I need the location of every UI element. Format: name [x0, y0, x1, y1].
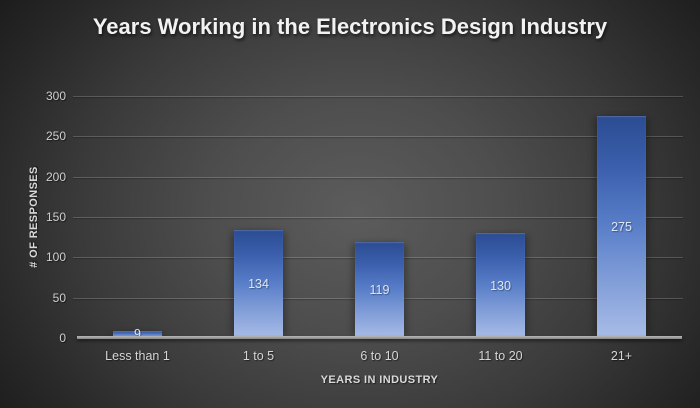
y-tick-label-100: 100 [45, 250, 66, 265]
bar-0: 9 [113, 327, 162, 341]
y-tick-label-300: 300 [45, 89, 66, 103]
bar-value-label-2: 119 [369, 283, 390, 297]
bar-2: 119 [355, 242, 404, 338]
bar-value-label-1: 134 [248, 276, 269, 291]
bar-slot-2: 119 [319, 96, 440, 338]
bar-value-label-0: 9 [134, 327, 141, 342]
chart-title: Years Working in the Electronics Design … [92, 14, 608, 39]
x-axis-labels: Less than 1 1 to 5 6 to 10 11 to 20 21+ [77, 348, 682, 364]
category-label-2: 6 to 10 [360, 349, 399, 363]
plot-area: 9 134 119 130 275 [73, 96, 683, 341]
bar-value-label-4: 275 [611, 220, 632, 235]
category-label-3: 11 to 20 [478, 349, 523, 363]
y-tick-label-200: 200 [45, 169, 66, 184]
bar-slot-3: 130 [440, 96, 561, 338]
x-axis-title: YEARS IN INDUSTRY [320, 374, 439, 386]
bar-slot-1: 134 [198, 96, 319, 338]
y-tick-label-50: 50 [52, 290, 66, 305]
category-label-0: Less than 1 [105, 349, 170, 363]
y-tick-label-250: 250 [45, 129, 66, 144]
bar-3: 130 [476, 233, 525, 338]
category-label-4: 21+ [610, 349, 633, 363]
bar-1: 134 [234, 229, 283, 338]
gridline-250 [73, 136, 683, 138]
bar-slot-4: 275 [561, 96, 682, 338]
gridline-150 [73, 217, 683, 218]
gridline-300 [73, 96, 683, 97]
bar-value-label-3: 130 [490, 278, 511, 293]
bar-slot-0: 9 [77, 96, 198, 341]
y-axis-ticks: 0 50 100 150 200 250 300 [0, 89, 66, 345]
y-tick-label-150: 150 [45, 210, 66, 224]
bar-4: 275 [597, 116, 646, 338]
category-label-1: 1 to 5 [242, 349, 275, 363]
x-axis-line [77, 336, 682, 339]
gridline-200 [73, 176, 683, 178]
y-tick-label-0: 0 [59, 331, 66, 345]
